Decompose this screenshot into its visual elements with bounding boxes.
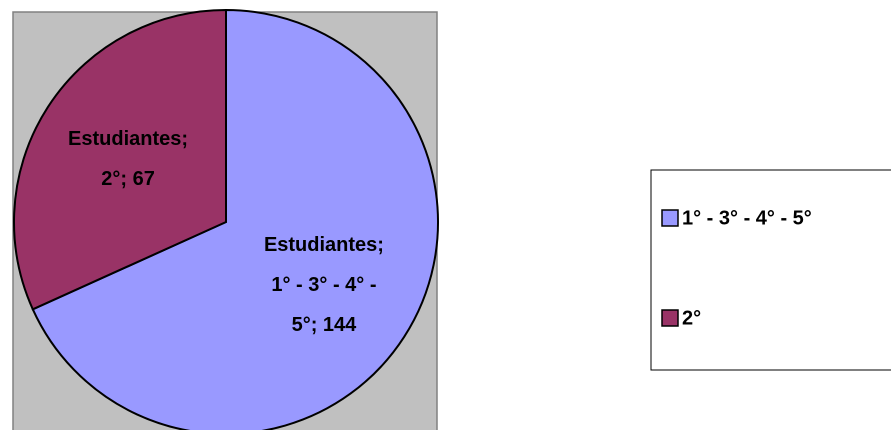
- legend-swatch: [661, 309, 679, 327]
- pie-slice: [13, 8, 227, 311]
- data-label: Estudiantes; 2°; 67: [68, 127, 189, 190]
- legend-label: 1° - 3° - 4° - 5°: [682, 207, 812, 229]
- legend-box: [650, 169, 891, 371]
- legend-swatch: [661, 209, 679, 227]
- pie-slice: [31, 8, 439, 430]
- data-label: Estudiantes; 1° - 3° - 4° - 5°; 144: [263, 234, 384, 337]
- legend-label: 2°: [682, 307, 701, 329]
